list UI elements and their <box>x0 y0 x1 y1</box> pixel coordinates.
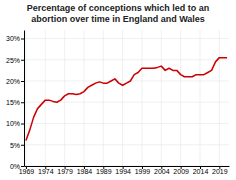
grid-line-y <box>24 59 229 60</box>
axis-line <box>24 31 25 167</box>
grid-line-y <box>24 166 229 167</box>
x-tick: 1974 <box>38 166 54 175</box>
grid-line-x <box>199 30 200 166</box>
y-tick-label: 30% <box>6 35 20 42</box>
grid <box>24 30 229 166</box>
axis-line <box>25 166 230 167</box>
x-axis: 196919741979 198419891994 199920042009 2014… <box>19 166 230 175</box>
x-tick: 1979 <box>57 166 73 175</box>
grid-line-y <box>24 123 229 124</box>
x-tick-label: 1994 <box>115 168 131 175</box>
grid-line-x <box>141 30 142 166</box>
grid-line-x <box>103 30 104 166</box>
grid-line-x <box>83 30 84 166</box>
plot: 196919741979 198419891994 199920042009 2014… <box>6 30 230 175</box>
x-tick-label: 1999 <box>135 168 151 175</box>
y-tick: 20% <box>6 78 24 85</box>
grid-line-x <box>219 30 220 166</box>
grid-line-x <box>25 30 26 166</box>
grid-line-x <box>161 30 162 166</box>
x-tick-label: 1969 <box>19 168 35 175</box>
title: Percentage of conceptions which led to a… <box>27 3 210 24</box>
x-tick: 1994 <box>115 166 131 175</box>
y-tick: 10% <box>6 120 24 127</box>
title-line: abortion over time in England and Wales <box>31 14 205 24</box>
y-tick-mark <box>21 39 24 40</box>
y-tick-mark <box>21 81 24 82</box>
y-tick-label: 25% <box>6 56 20 63</box>
y-tick-mark <box>21 102 24 103</box>
x-tick-label: 2014 <box>193 168 209 175</box>
title-line: Percentage of conceptions which led to a… <box>27 3 210 13</box>
grid-line-x <box>45 30 46 166</box>
grid-line-y <box>24 38 229 39</box>
y-tick-label: 0% <box>10 163 20 170</box>
x-tick-label: 2009 <box>173 168 189 175</box>
x-tick: 1989 <box>96 166 112 175</box>
grid-line-x <box>122 30 123 166</box>
y-tick-mark <box>21 124 24 125</box>
y-tick-label: 20% <box>6 78 20 85</box>
y-tick-label: 10% <box>6 120 20 127</box>
x-tick-label: 1989 <box>96 168 112 175</box>
y-axis: 0% 5% 10% 15% 20% 25% 30% <box>6 31 25 170</box>
grid-line-y <box>24 144 229 145</box>
y-tick: 25% <box>6 56 24 63</box>
x-tick: 2014 <box>193 166 209 175</box>
chart: Percentage of conceptions which led to a… <box>0 0 236 180</box>
x-tick: 2009 <box>173 166 189 175</box>
x-tick-label: 2004 <box>154 168 170 175</box>
y-tick-label: 15% <box>6 99 20 106</box>
x-tick-label: 1984 <box>77 168 93 175</box>
x-tick-label: 1979 <box>57 168 73 175</box>
x-tick-label: 1974 <box>38 168 54 175</box>
y-tick-mark <box>21 166 24 167</box>
x-tick: 2004 <box>154 166 170 175</box>
x-tick: 1984 <box>77 166 93 175</box>
y-tick-label: 5% <box>10 141 20 148</box>
x-tick-label: 2019 <box>212 168 228 175</box>
y-tick: 30% <box>6 35 24 42</box>
x-tick: 1999 <box>135 166 151 175</box>
y-tick-mark <box>21 60 24 61</box>
y-tick: 0% <box>10 163 24 170</box>
grid-line-y <box>24 81 229 82</box>
line <box>26 58 227 141</box>
x-tick: 2019 <box>212 166 228 175</box>
y-tick-mark <box>21 145 24 146</box>
x-tick: 1969 <box>19 166 35 175</box>
grid-line-x <box>64 30 65 166</box>
grid-line-x <box>180 30 181 166</box>
y-tick: 5% <box>10 141 24 148</box>
marks <box>26 58 227 141</box>
y-tick: 15% <box>6 99 24 106</box>
